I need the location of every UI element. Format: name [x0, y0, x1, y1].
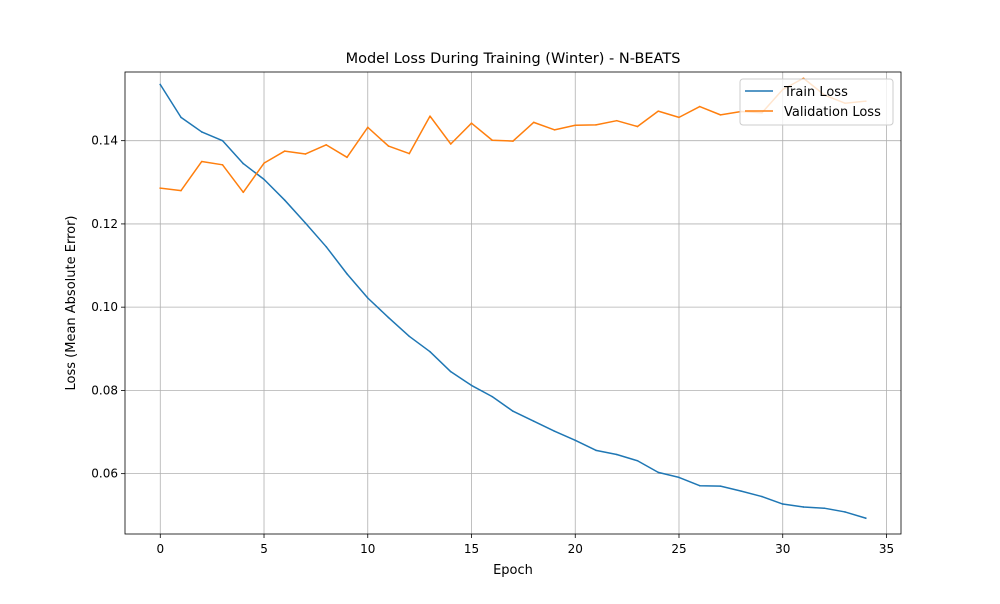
x-axis-label: Epoch: [493, 563, 533, 578]
data-point-train-loss: [595, 449, 597, 452]
data-point-train-loss: [491, 395, 494, 398]
data-point-train-loss: [698, 484, 701, 487]
data-point-validation-loss: [553, 129, 556, 131]
data-point-validation-loss: [698, 105, 701, 108]
y-axis-label: Loss (Mean Absolute Error): [64, 216, 79, 391]
x-tick-label: 25: [671, 542, 686, 556]
data-point-validation-loss: [387, 145, 390, 147]
grid-layer: [125, 72, 901, 534]
data-point-train-loss: [449, 370, 452, 373]
data-point-train-loss: [574, 439, 577, 442]
x-tick-label: 5: [260, 542, 268, 556]
data-point-train-loss: [221, 139, 224, 142]
data-point-train-loss: [553, 430, 556, 432]
data-point-train-loss: [636, 459, 639, 462]
data-point-validation-loss: [512, 140, 514, 142]
data-point-validation-loss: [304, 153, 307, 155]
data-point-validation-loss: [532, 121, 535, 124]
data-point-train-loss: [761, 495, 763, 498]
data-point-validation-loss: [325, 144, 328, 146]
data-point-validation-loss: [574, 124, 577, 127]
x-tick-label: 35: [879, 542, 894, 556]
data-point-train-loss: [200, 131, 203, 133]
data-point-validation-loss: [657, 110, 660, 112]
data-point-train-loss: [781, 503, 784, 505]
data-point-train-loss: [180, 116, 182, 119]
data-point-train-loss: [657, 471, 660, 474]
y-axis-ticks: 0.06 0.08 0.10 0.12 0.14: [91, 134, 125, 481]
data-point-validation-loss: [636, 125, 639, 128]
data-point-validation-loss: [408, 152, 411, 155]
data-point-validation-loss: [470, 122, 473, 124]
chart-title: Model Loss During Training (Winter) - N-…: [346, 51, 681, 67]
data-point-validation-loss: [263, 162, 265, 164]
data-point-train-loss: [740, 490, 743, 492]
y-tick-label: 0.10: [91, 300, 118, 314]
data-point-validation-loss: [221, 164, 224, 166]
data-point-validation-loss: [595, 124, 597, 126]
data-point-train-loss: [283, 199, 286, 201]
y-tick-label: 0.14: [91, 134, 118, 148]
y-tick-label: 0.08: [91, 383, 118, 397]
data-point-train-loss: [366, 297, 369, 299]
x-tick-label: 15: [464, 542, 479, 556]
data-point-train-loss: [615, 453, 618, 456]
legend-label-validation-loss: Validation Loss: [784, 105, 881, 120]
data-point-train-loss: [159, 83, 162, 86]
data-point-train-loss: [678, 476, 680, 479]
data-point-validation-loss: [449, 143, 452, 145]
data-point-train-loss: [719, 485, 722, 487]
plot-frame: [124, 71, 902, 535]
legend-box: [739, 78, 894, 126]
data-point-train-loss: [263, 178, 265, 181]
data-point-validation-loss: [615, 119, 618, 122]
series-train-loss: [159, 83, 867, 520]
data-point-validation-loss: [429, 115, 431, 117]
y-tick-label: 0.06: [91, 467, 118, 481]
data-point-validation-loss: [491, 139, 494, 142]
x-axis-ticks: 0 5 10 15 20 25 30 35: [156, 534, 894, 556]
chart-legend: Train Loss Validation Loss: [739, 78, 894, 126]
data-point-train-loss: [346, 273, 348, 275]
data-point-validation-loss: [242, 191, 245, 194]
data-point-validation-loss: [200, 160, 203, 163]
data-point-validation-loss: [283, 150, 286, 152]
data-point-validation-loss: [678, 116, 680, 119]
data-point-train-loss: [864, 517, 867, 519]
data-point-train-loss: [429, 350, 431, 353]
legend-label-train-loss: Train Loss: [783, 85, 848, 100]
x-tick-label: 30: [775, 542, 790, 556]
data-point-train-loss: [470, 384, 473, 387]
y-tick-label: 0.12: [91, 217, 118, 231]
x-tick-label: 10: [360, 542, 375, 556]
data-point-validation-loss: [346, 156, 348, 159]
data-point-train-loss: [408, 335, 411, 338]
data-point-train-loss: [512, 410, 514, 413]
data-point-train-loss: [823, 507, 826, 509]
x-tick-label: 0: [156, 542, 164, 556]
data-point-train-loss: [325, 246, 328, 248]
data-point-train-loss: [844, 511, 846, 513]
data-point-train-loss: [387, 316, 390, 319]
data-point-train-loss: [532, 420, 535, 423]
data-point-validation-loss: [719, 114, 722, 116]
x-tick-label: 20: [568, 542, 583, 556]
data-point-validation-loss: [159, 187, 162, 189]
data-point-train-loss: [802, 506, 805, 508]
data-point-validation-loss: [366, 126, 369, 129]
data-point-train-loss: [304, 222, 307, 224]
data-point-validation-loss: [180, 189, 182, 192]
data-point-train-loss: [242, 162, 245, 165]
